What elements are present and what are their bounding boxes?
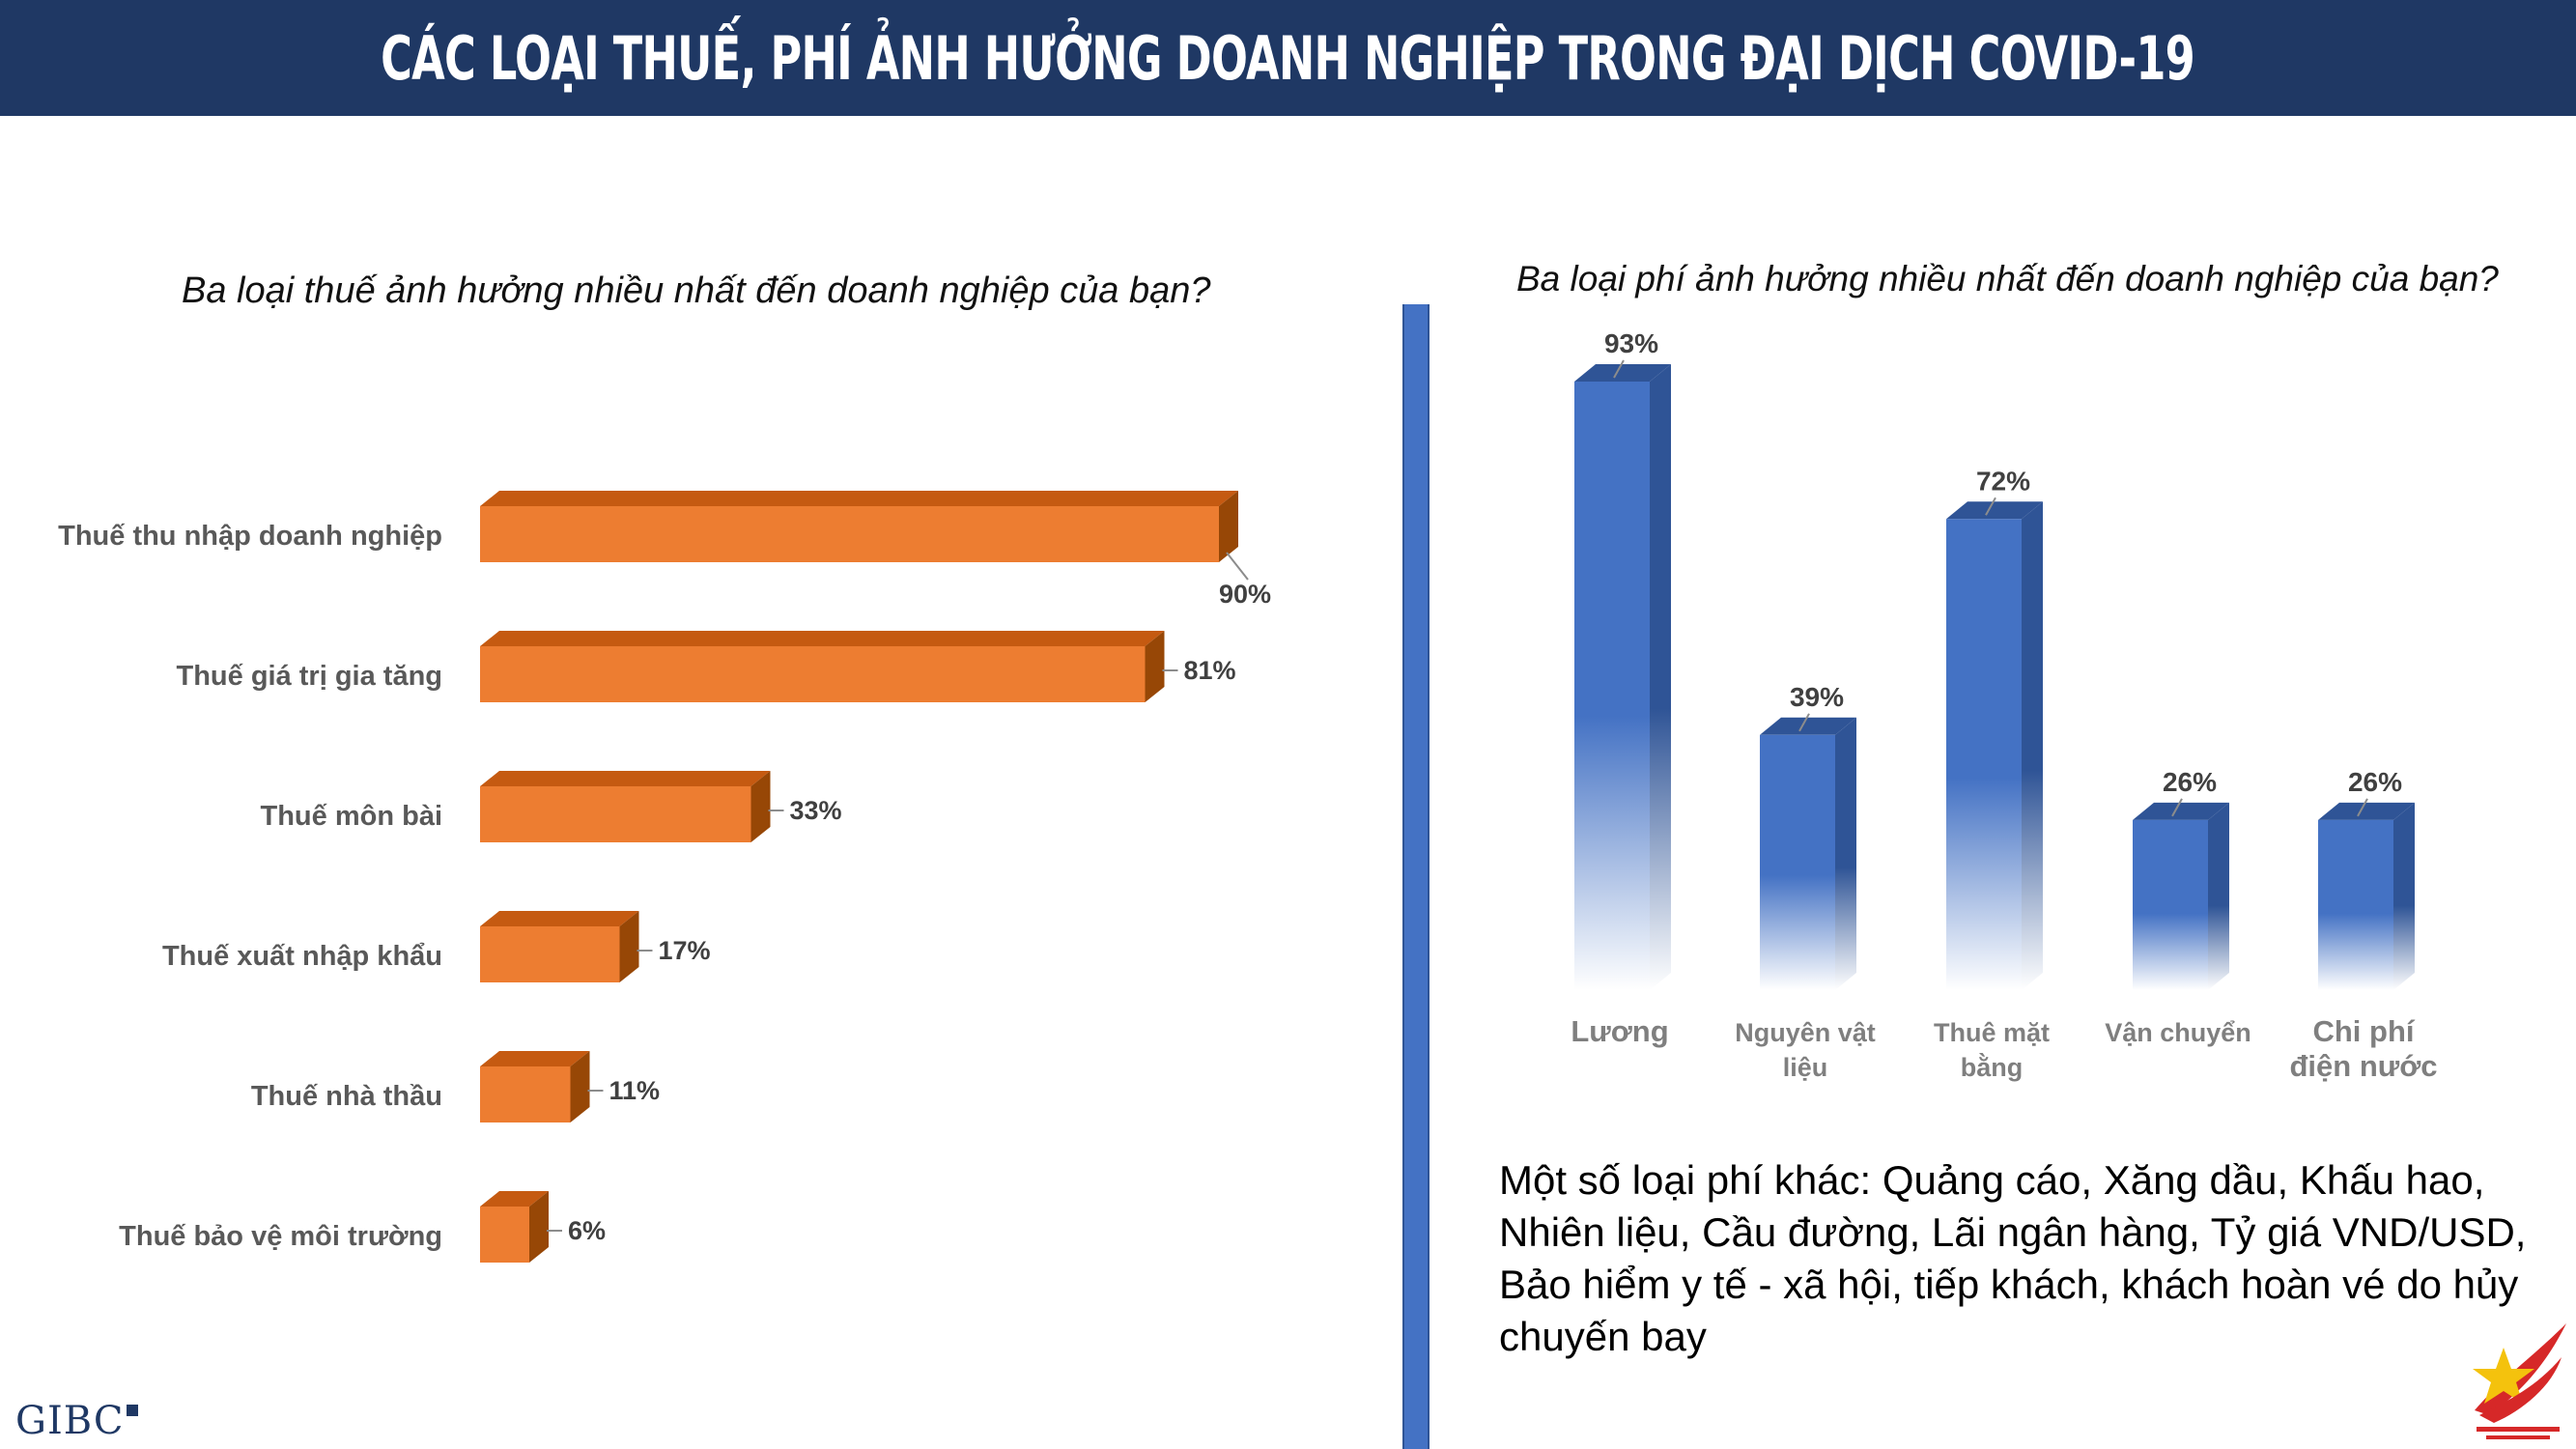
tax-bar-top: [480, 491, 1238, 506]
tax-bar: [480, 1066, 571, 1122]
fee-bar-side: [2022, 501, 2043, 990]
fee-category-label: liệu: [1783, 1053, 1828, 1082]
gibc-logo: GIBC: [15, 1399, 138, 1443]
tax-bar: [480, 786, 751, 842]
tax-category-label: Thuế giá trị gia tăng: [176, 661, 442, 692]
tax-data-label: 6%: [568, 1216, 606, 1245]
fee-category-label: bằng: [1961, 1052, 2024, 1082]
fee-category-label: điện nước: [2289, 1049, 2437, 1083]
tax-bar-top: [480, 911, 639, 926]
column-divider: [1402, 304, 1430, 1449]
star-flag-logo-icon: [2473, 1323, 2566, 1439]
fee-bar-side: [1650, 364, 1671, 990]
fee-bar: [2318, 819, 2393, 990]
other-fees-note: Một số loại phí khác: Quảng cáo, Xăng dầ…: [1499, 1157, 2527, 1359]
fee-category-label: Lương: [1571, 1014, 1668, 1048]
tax-data-label: 90%: [1219, 580, 1271, 609]
header-banner: CÁC LOẠI THUẾ, PHÍ ẢNH HƯỞNG DOANH NGHIỆ…: [0, 0, 2576, 116]
fee-data-label: 72%: [1976, 466, 2030, 496]
fee-bar-side: [2393, 802, 2415, 990]
tax-bar: [480, 1207, 529, 1263]
fee-bar-top: [1574, 364, 1671, 382]
fee-bar: [2133, 819, 2208, 990]
fee-data-label: 26%: [2348, 767, 2402, 797]
fee-data-label: 93%: [1604, 328, 1658, 358]
fee-bar: [1946, 519, 2022, 990]
fee-category-label: Thuê mặt: [1934, 1018, 2050, 1047]
fee-leader-line: [2171, 798, 2183, 817]
tax-bar-side: [529, 1191, 549, 1263]
tax-data-label: 17%: [659, 936, 711, 965]
tax-bar-top: [480, 1191, 549, 1207]
gibc-logo-text: GIBC: [15, 1399, 125, 1443]
fee-leader-line: [2357, 798, 2368, 817]
fee-bar: [1760, 734, 1835, 990]
tax-category-label: Thuế thu nhập doanh nghiệp: [58, 521, 442, 552]
fee-leader-line: [1613, 359, 1625, 379]
fee-category-label: Nguyên vật: [1735, 1018, 1876, 1047]
fee-bar-top: [2133, 802, 2229, 820]
tax-bar: [480, 926, 620, 982]
tax-bar-side: [1145, 631, 1165, 702]
tax-data-label: 33%: [790, 796, 842, 825]
tax-data-label: 81%: [1184, 656, 1236, 685]
tax-bar-top: [480, 631, 1165, 646]
page-title: CÁC LOẠI THUẾ, PHÍ ẢNH HƯỞNG DOANH NGHIỆ…: [381, 22, 2196, 94]
tax-category-label: Thuế nhà thầu: [251, 1081, 442, 1112]
tax-bar: [480, 506, 1219, 562]
fee-bar-top: [2318, 802, 2415, 820]
fee-data-label: 26%: [2163, 767, 2217, 797]
tax-bar: [480, 646, 1146, 702]
tax-bar-top: [480, 1051, 590, 1066]
tax-leader-line: [1226, 552, 1249, 581]
fee-category-label: Chi phí: [2312, 1014, 2415, 1048]
fee-bar-top: [1946, 501, 2043, 520]
fee-bar-side: [2208, 802, 2229, 990]
tax-bar-side: [619, 911, 639, 982]
tax-bar-top: [480, 771, 771, 786]
tax-bar-side: [570, 1051, 590, 1122]
fee-bar-side: [1835, 717, 1856, 990]
fee-data-label: 39%: [1790, 682, 1844, 712]
fee-leader-line: [1798, 713, 1810, 732]
tax-category-label: Thuế môn bài: [261, 801, 443, 832]
tax-category-label: Thuế bảo vệ môi trường: [119, 1221, 442, 1252]
tax-category-label: Thuế xuất nhập khẩu: [162, 941, 442, 972]
fee-chart-title: Ba loại phí ảnh hưởng nhiều nhất đến doa…: [1516, 259, 2499, 298]
tax-chart-title: Ba loại thuế ảnh hưởng nhiều nhất đến do…: [182, 270, 1211, 311]
tax-data-label: 11%: [609, 1076, 661, 1105]
fee-category-label: Vận chuyển: [2105, 1018, 2251, 1047]
fee-bar: [1574, 382, 1650, 990]
fee-bar-top: [1760, 717, 1856, 735]
fee-leader-line: [1985, 497, 1996, 516]
tax-bar-side: [750, 771, 771, 842]
tax-bar-side: [1219, 491, 1238, 562]
